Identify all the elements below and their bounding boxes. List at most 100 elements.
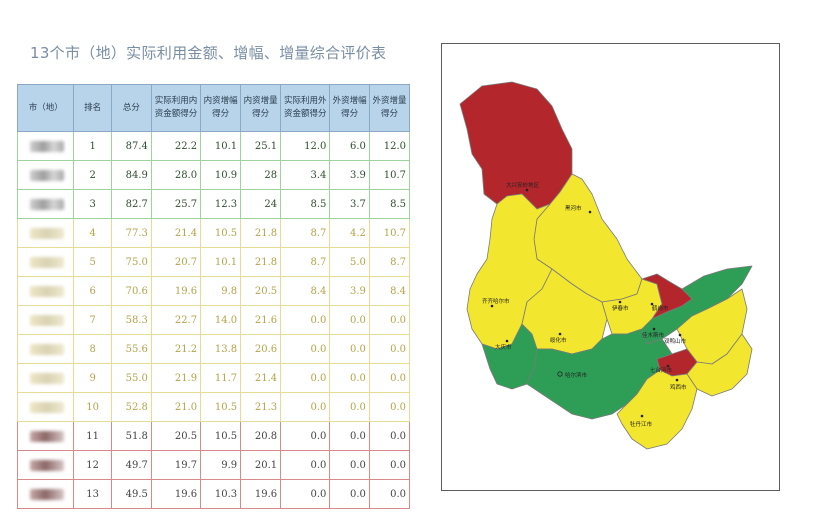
foreign-amount-cell: 8.5 — [280, 189, 331, 219]
domestic-growth-cell: 10.5 — [200, 421, 242, 451]
city-cell-blurred — [16, 218, 75, 248]
city-cell-blurred — [16, 276, 75, 306]
foreign-growth-cell: 6.0 — [329, 131, 370, 161]
table-header-row: 市（地） 排名 总分 实际利用内资金额得分 内资增幅得分 内资增量得分 实际利用… — [16, 84, 411, 132]
total-score-cell: 52.8 — [110, 392, 152, 422]
rank-cell: 3 — [73, 189, 112, 219]
foreign-amount-cell: 0.0 — [280, 392, 331, 422]
total-score-cell: 49.5 — [110, 479, 152, 509]
domestic-increment-cell: 24 — [240, 189, 282, 219]
blurred-city-name — [30, 227, 64, 239]
foreign-growth-cell: 0.0 — [329, 334, 370, 364]
domestic-growth-cell: 10.1 — [200, 247, 242, 277]
rank-cell: 10 — [73, 392, 112, 422]
province-map: 大兴安岭地区 黑河市 齐齐哈尔市 伊春市 鹤岗市 佳木斯市 双鸭山市 绥化市 大… — [441, 43, 780, 491]
city-cell-blurred — [16, 305, 75, 335]
domestic-increment-cell: 21.4 — [240, 363, 282, 393]
province-map-svg: 大兴安岭地区 黑河市 齐齐哈尔市 伊春市 鹤岗市 佳木斯市 双鸭山市 绥化市 大… — [459, 81, 753, 450]
foreign-amount-cell: 0.0 — [280, 305, 331, 335]
city-dot-shuangyashan — [678, 333, 682, 337]
total-score-cell: 58.3 — [110, 305, 152, 335]
total-score-cell: 84.9 — [110, 160, 152, 190]
domestic-increment-cell: 20.5 — [240, 276, 282, 306]
domestic-amount-cell: 22.2 — [150, 131, 202, 161]
label-daxinganling: 大兴安岭地区 — [506, 181, 540, 189]
city-cell-blurred — [16, 479, 75, 509]
total-score-cell: 55.0 — [110, 363, 152, 393]
foreign-growth-cell: 0.0 — [329, 363, 370, 393]
table-row: 12 49.7 19.7 9.9 20.1 0.0 0.0 0.0 — [16, 450, 411, 480]
table-row: 7 58.3 22.7 14.0 21.6 0.0 0.0 0.0 — [16, 305, 411, 335]
foreign-growth-cell: 5.0 — [329, 247, 370, 277]
region-mudanjiang — [616, 369, 698, 450]
foreign-amount-cell: 12.0 — [280, 131, 331, 161]
table-row: 13 49.5 19.6 10.3 19.6 0.0 0.0 0.0 — [16, 479, 411, 509]
label-jiamusi: 佳木斯市 — [642, 331, 665, 339]
domestic-amount-cell: 21.9 — [150, 363, 202, 393]
domestic-amount-cell: 19.6 — [150, 276, 202, 306]
city-dot-suihua — [558, 332, 562, 336]
domestic-amount-cell: 19.6 — [150, 479, 202, 509]
foreign-growth-cell: 0.0 — [329, 479, 370, 509]
table-row: 2 84.9 28.0 10.9 28 3.4 3.9 10.7 — [16, 160, 411, 190]
header-foreign-increment: 外资增量得分 — [368, 84, 411, 132]
foreign-increment-cell: 8.5 — [368, 189, 411, 219]
label-mudanjiang: 牡丹江市 — [630, 420, 653, 428]
header-domestic-growth-rate: 内资增幅得分 — [200, 84, 242, 132]
domestic-increment-cell: 20.1 — [240, 450, 282, 480]
blurred-city-name — [30, 372, 64, 384]
domestic-increment-cell: 25.1 — [240, 131, 282, 161]
table-row: 1 87.4 22.2 10.1 25.1 12.0 6.0 12.0 — [16, 131, 411, 161]
rank-cell: 5 — [73, 247, 112, 277]
city-dot-mudanjiang — [640, 414, 644, 418]
label-qitaihe: 七台河市 — [650, 366, 673, 374]
region-haerbin — [526, 328, 673, 420]
domestic-growth-cell: 9.9 — [200, 450, 242, 480]
city-cell-blurred — [16, 247, 75, 277]
domestic-growth-cell: 12.3 — [200, 189, 242, 219]
domestic-growth-cell: 13.8 — [200, 334, 242, 364]
rank-cell: 9 — [73, 363, 112, 393]
label-heihe: 黑河市 — [565, 204, 582, 212]
header-foreign-amount: 实际利用外资金额得分 — [280, 84, 331, 132]
city-dot-qiqihar — [490, 304, 494, 308]
foreign-growth-cell: 3.7 — [329, 189, 370, 219]
domestic-growth-cell: 10.3 — [200, 479, 242, 509]
foreign-increment-cell: 0.0 — [368, 421, 411, 451]
city-dot-qitaihe — [666, 364, 670, 368]
header-city: 市（地） — [16, 84, 75, 132]
foreign-growth-cell: 0.0 — [329, 305, 370, 335]
blurred-city-name — [30, 140, 64, 152]
domestic-increment-cell: 28 — [240, 160, 282, 190]
foreign-increment-cell: 0.0 — [368, 305, 411, 335]
total-score-cell: 77.3 — [110, 218, 152, 248]
domestic-amount-cell: 21.4 — [150, 218, 202, 248]
domestic-increment-cell: 21.8 — [240, 247, 282, 277]
foreign-amount-cell: 8.7 — [280, 247, 331, 277]
rank-cell: 6 — [73, 276, 112, 306]
foreign-increment-cell: 10.7 — [368, 218, 411, 248]
blurred-city-name — [30, 459, 64, 471]
total-score-cell: 70.6 — [110, 276, 152, 306]
blurred-city-name — [30, 401, 64, 413]
table-row: 8 55.6 21.2 13.8 20.6 0.0 0.0 0.0 — [16, 334, 411, 364]
foreign-increment-cell: 0.0 — [368, 392, 411, 422]
foreign-increment-cell: 12.0 — [368, 131, 411, 161]
foreign-growth-cell: 0.0 — [329, 392, 370, 422]
domestic-increment-cell: 20.8 — [240, 421, 282, 451]
foreign-amount-cell: 8.4 — [280, 276, 331, 306]
city-dot-yichun — [618, 300, 622, 304]
foreign-growth-cell: 3.9 — [329, 276, 370, 306]
total-score-cell: 49.7 — [110, 450, 152, 480]
map-labels: 大兴安岭地区 黑河市 齐齐哈尔市 伊春市 鹤岗市 佳木斯市 双鸭山市 绥化市 大… — [482, 181, 687, 428]
table-row: 3 82.7 25.7 12.3 24 8.5 3.7 8.5 — [16, 189, 411, 219]
rank-cell: 4 — [73, 218, 112, 248]
domestic-increment-cell: 21.3 — [240, 392, 282, 422]
foreign-growth-cell: 4.2 — [329, 218, 370, 248]
domestic-increment-cell: 21.6 — [240, 305, 282, 335]
domestic-amount-cell: 22.7 — [150, 305, 202, 335]
label-daqing: 大庆市 — [495, 343, 512, 351]
domestic-amount-cell: 21.2 — [150, 334, 202, 364]
city-dot-jiamusi — [652, 327, 656, 331]
blurred-city-name — [30, 198, 64, 210]
